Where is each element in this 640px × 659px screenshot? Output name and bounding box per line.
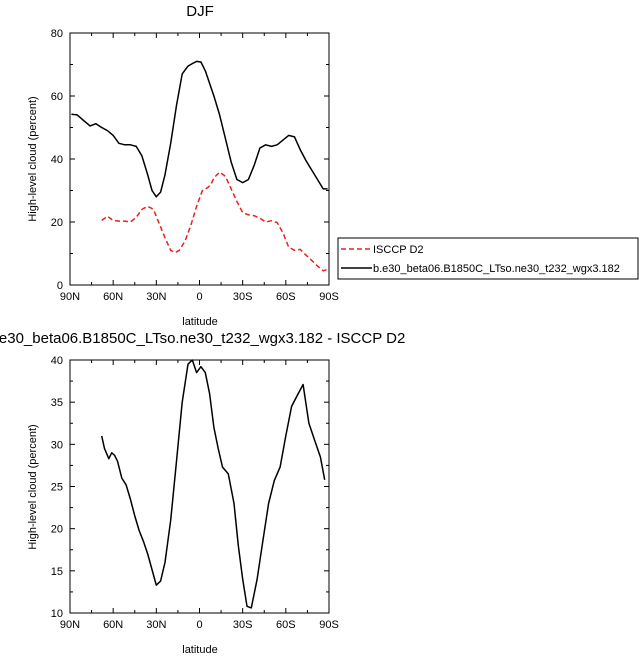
legend-entry-model: b.e30_beta06.B1850C_LTso.ne30_t232_wgx3.… <box>373 263 620 275</box>
legend-box <box>337 237 639 280</box>
data-lines <box>71 60 328 272</box>
y-tick-label: 35 <box>51 397 63 409</box>
legend-entry-isccp: ISCCP D2 <box>373 244 424 256</box>
x-tick-labels: 90N 60N 30N 0 30S 60S 90S <box>60 291 339 303</box>
y-tick-label: 30 <box>51 439 63 451</box>
x-tick-label: 0 <box>196 291 202 303</box>
y-tick-label: 10 <box>51 608 63 620</box>
x-tick-label: 60N <box>103 291 123 303</box>
data-lines <box>100 359 326 609</box>
y-tick-label: 25 <box>51 482 63 494</box>
y-tick-label: 20 <box>51 217 63 229</box>
x-tick-label: 90S <box>319 291 339 303</box>
series-line-difference <box>100 359 326 609</box>
y-tick-label: 0 <box>57 280 63 292</box>
y-tick-label: 40 <box>51 154 63 166</box>
x-tick-label: 60S <box>276 619 296 631</box>
x-tick-label: 0 <box>196 619 202 631</box>
x-axis-label: latitude <box>182 644 217 656</box>
x-tick-label: 30S <box>233 291 253 303</box>
chart-title: .e30_beta06.B1850C_LTso.ne30_t232_wgx3.1… <box>0 330 405 347</box>
y-tick-labels: 0 20 40 60 80 <box>51 28 63 292</box>
y-tick-label: 60 <box>51 91 63 103</box>
y-axis-label: High-level cloud (percent) <box>27 424 39 549</box>
series-line-b-e30-beta06-b1850c-ltso-ne30-t232-wgx3-182 <box>71 60 328 198</box>
tick-marks <box>69 32 330 286</box>
panel-bottom-chart: .e30_beta06.B1850C_LTso.ne30_t232_wgx3.1… <box>0 330 405 656</box>
y-axis-label: High-level cloud (percent) <box>27 96 39 221</box>
chart-title: DJF <box>186 3 214 20</box>
x-tick-label: 30N <box>146 619 166 631</box>
y-tick-label: 80 <box>51 28 63 40</box>
y-tick-label: 15 <box>51 566 63 578</box>
plot-frame <box>69 32 330 286</box>
x-tick-label: 60S <box>276 291 296 303</box>
x-tick-label: 30S <box>233 619 253 631</box>
x-tick-label: 90N <box>60 291 80 303</box>
x-tick-label: 90S <box>319 619 339 631</box>
panel-top-chart: DJF High-level cloud (percent) latitude … <box>27 3 339 328</box>
x-axis-label: latitude <box>182 316 217 328</box>
plot-frame <box>69 359 330 614</box>
x-tick-labels: 90N 60N 30N 0 30S 60S 90S <box>60 619 339 631</box>
y-tick-label: 20 <box>51 524 63 536</box>
series-line-isccp-d2 <box>101 171 328 272</box>
y-tick-label: 40 <box>51 355 63 367</box>
y-tick-labels: 10 15 20 25 30 35 40 <box>51 355 63 620</box>
x-tick-label: 60N <box>103 619 123 631</box>
tick-marks <box>69 359 330 614</box>
legend: ISCCP D2 b.e30_beta06.B1850C_LTso.ne30_t… <box>337 237 639 280</box>
x-tick-label: 90N <box>60 619 80 631</box>
x-tick-label: 30N <box>146 291 166 303</box>
